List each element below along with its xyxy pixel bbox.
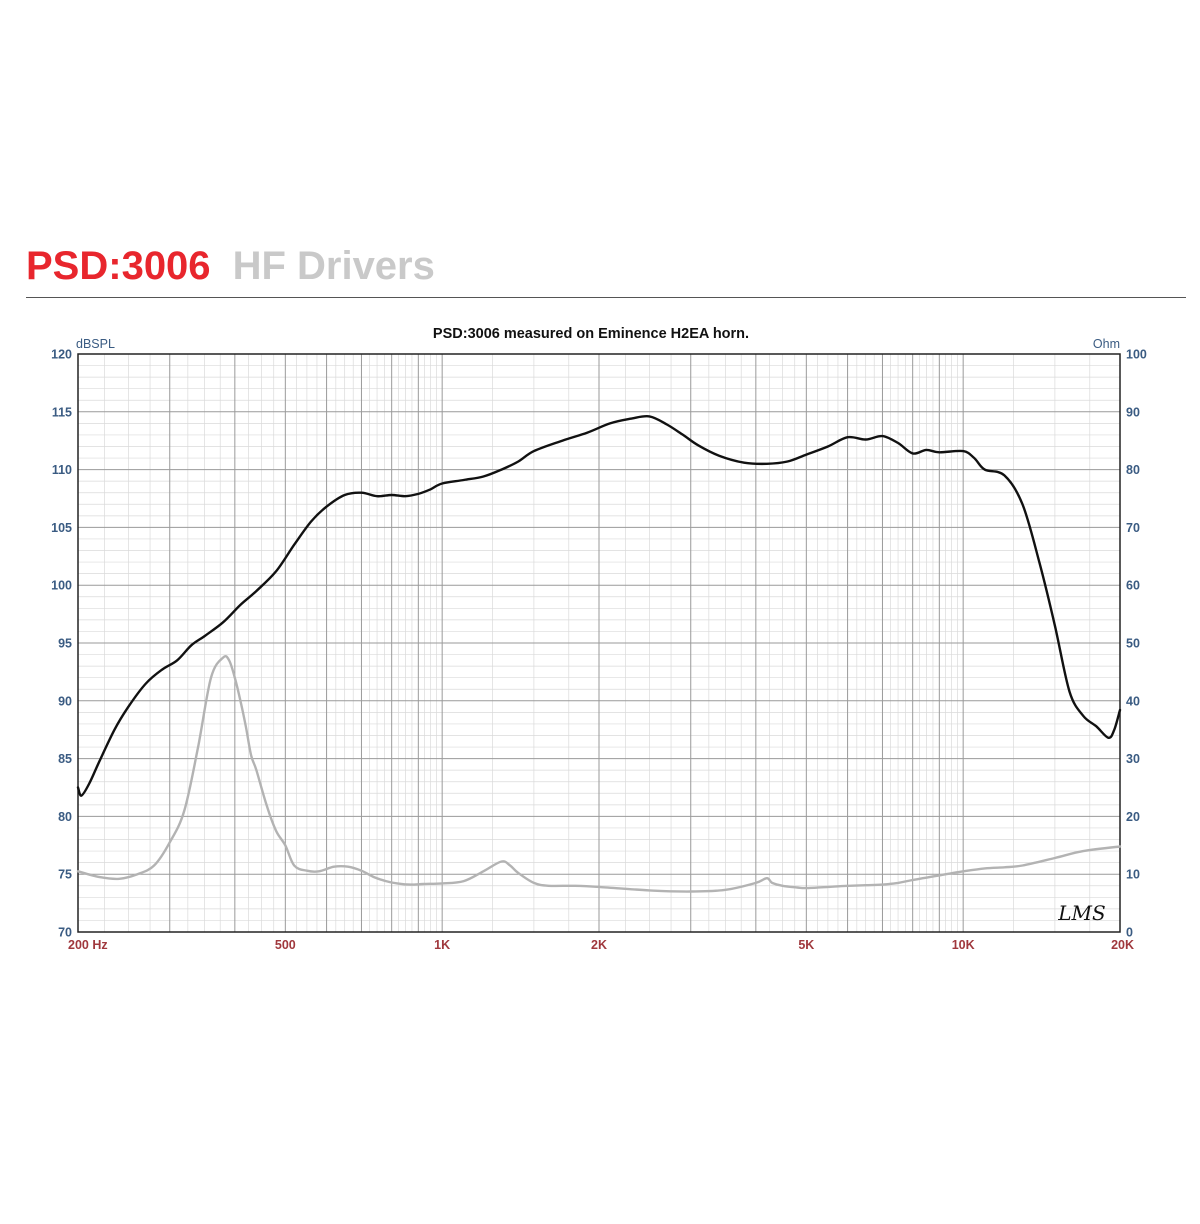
x-axis-tick-label: 200 Hz	[68, 938, 108, 952]
right-axis-tick-label: 40	[1126, 694, 1140, 708]
left-axis-tick-label: 70	[58, 926, 72, 940]
curves	[76, 414, 1122, 893]
left-axis-tick-label: 80	[58, 810, 72, 824]
left-axis-tick-label: 105	[51, 521, 72, 535]
right-axis-tick-label: 60	[1126, 579, 1140, 593]
impedance-curve	[76, 655, 1122, 893]
right-axis-tick-label: 80	[1126, 463, 1140, 477]
x-axis-tick-label: 20K	[1111, 938, 1134, 952]
left-axis-tick-label: 110	[52, 463, 72, 477]
left-axis-tick-label: 120	[51, 348, 72, 362]
right-axis-tick-label: 50	[1126, 637, 1140, 651]
right-axis-tick-label: 70	[1126, 521, 1140, 535]
model-title: PSD:3006	[26, 244, 211, 288]
left-axis-unit: dBSPL	[76, 337, 115, 351]
spl-response-curve	[76, 414, 1122, 797]
plot-frame	[77, 353, 1121, 933]
right-axis-tick-label: 20	[1126, 810, 1140, 824]
left-axis-tick-label: 75	[58, 868, 72, 882]
chart-title: PSD:3006 measured on Eminence H2EA horn.	[433, 326, 749, 342]
x-axis-tick-label: 1K	[434, 938, 450, 952]
left-axis-tick-label: 85	[58, 752, 72, 766]
right-axis-tick-label: 0	[1126, 926, 1133, 940]
left-axis-tick-label: 90	[58, 694, 72, 708]
page-header: PSD:3006 HF Drivers	[26, 244, 435, 289]
left-axis-tick-label: 95	[58, 637, 72, 651]
x-axis-tick-label: 500	[275, 938, 296, 952]
left-axis-tick-label: 115	[52, 405, 72, 419]
left-axis-tick-label: 100	[51, 579, 72, 593]
header-divider	[26, 297, 1186, 298]
right-axis-tick-label: 30	[1126, 752, 1140, 766]
axis-labels: 1201151101051009590858075701009080706050…	[51, 348, 1147, 953]
x-axis-tick-label: 5K	[798, 938, 814, 952]
x-axis-tick-label: 2K	[591, 938, 607, 952]
right-axis-tick-label: 100	[1126, 348, 1147, 362]
right-axis-tick-label: 90	[1126, 405, 1140, 419]
right-axis-unit: Ohm	[1093, 337, 1120, 351]
right-axis-tick-label: 10	[1126, 868, 1140, 882]
major-grid	[78, 354, 1120, 932]
lms-logo: LMS	[1057, 901, 1105, 925]
x-axis-tick-label: 10K	[952, 938, 975, 952]
category-title: HF Drivers	[232, 244, 435, 288]
